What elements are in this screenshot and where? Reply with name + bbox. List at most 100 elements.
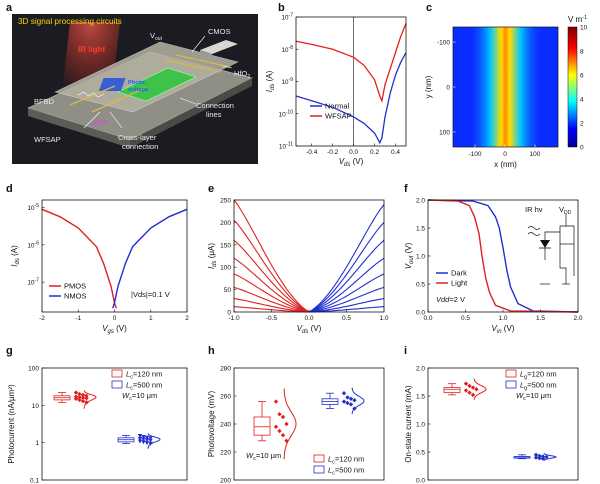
y-tick-label: 0.5 (416, 282, 425, 289)
pmos-curve-0 (233, 199, 310, 313)
pmos-curve-4 (233, 273, 310, 313)
data-point (540, 456, 546, 461)
data-point (470, 385, 476, 390)
y-tick-label: 10-5 (27, 203, 39, 212)
colorbar-tick-label: 4 (580, 97, 584, 104)
x-tick-label: 0.4 (391, 149, 400, 156)
data-point (144, 441, 150, 446)
cmos-label: CMOS (208, 27, 231, 36)
x-tick-label: 1 (149, 315, 153, 322)
y-tick-label: 220 (220, 450, 231, 457)
panel-label-g: g (6, 345, 13, 357)
y-tick-label: -100 (437, 40, 450, 47)
y-axis-label: Photocurrent (nA/μm²) (7, 384, 16, 464)
y-axis-label: On-state current (mA) (404, 385, 413, 463)
series-line-nmos (112, 208, 188, 309)
x-tick-label: -0.4 (306, 149, 318, 156)
pmos-curve-3 (233, 257, 310, 313)
data-point (467, 383, 472, 389)
series-line-pmos (41, 208, 117, 309)
inverter-circuit-inset: IR hν VDD (525, 205, 575, 285)
panel-e: e -1.0 -0.5 0.0 0.5 1.0 0 50 100 150 200 250 Vds (V)… (207, 183, 389, 335)
x-tick-label: 100 (530, 151, 541, 158)
panel-label-h: h (208, 345, 215, 357)
y-tick-label: 200 (220, 220, 231, 227)
cmos-block-top (200, 40, 238, 54)
data-point (84, 396, 89, 401)
y-axis-label: Vout (V) (404, 242, 415, 269)
data-point (77, 395, 82, 400)
x-tick-label: -1.0 (228, 315, 240, 322)
data-point (467, 390, 472, 395)
panel-f: f 0.0 0.5 1.0 1.5 2.0 0.0 0.5 1.0 1.5 2.0 Vin (V) Vo… (404, 183, 583, 335)
hfo2-label: HfO2 (234, 69, 250, 80)
data-point (73, 396, 79, 401)
panel-d: d -2 -1 0 1 2 10-7 10-6 10-5 Vgs (V) Ids (A) PMOSNM… (6, 183, 189, 335)
nmos-curve-6 (308, 298, 385, 313)
cross-layer-label: Cross-layer connection (118, 133, 158, 151)
data-point (284, 438, 289, 443)
data-point (352, 398, 357, 403)
panel-a: a 3D signal processing circuits IR light… (6, 2, 258, 164)
annotation-vds: |Vds|=0.1 V (131, 290, 170, 299)
y-axis-label: Photovoltage (mV) (207, 391, 216, 458)
x-tick-label: 2.0 (573, 315, 582, 322)
x-axis-label: x (nm) (494, 160, 517, 169)
y-tick-label: 0.5 (416, 450, 425, 457)
data-point (273, 399, 279, 404)
green-chip-block (117, 67, 197, 102)
panel-h: h 200 220 240 260 280 Photovoltage (mV) Lc=120 … (207, 345, 385, 484)
y-axis-label: Ids (μA) (207, 243, 218, 269)
ir-light-label: IR light (78, 45, 105, 54)
data-point (474, 387, 479, 392)
x-tick-label: 0.2 (370, 149, 379, 156)
inset-wire (527, 226, 541, 230)
nmos-curve-5 (308, 286, 385, 313)
series-line-dark (427, 199, 579, 313)
inset-wire (544, 231, 560, 240)
box-0 (253, 416, 271, 436)
y-tick-label: 1.5 (416, 226, 425, 233)
y-tick-label: 250 (220, 198, 231, 205)
panel-label-i: i (404, 345, 407, 357)
x-tick-label: 2 (185, 315, 189, 322)
x-axis-label: Vds (V) (339, 157, 364, 168)
x-tick-label: -0.5 (266, 315, 278, 322)
illustration-title: 3D signal processing circuits (18, 17, 122, 26)
legend-label: Lc=500 nm (126, 381, 162, 392)
data-point (80, 395, 86, 400)
data-point (533, 452, 539, 457)
nmos-curve-1 (308, 222, 385, 313)
x-tick-label: 0.0 (304, 315, 313, 322)
nmos-curve-4 (308, 273, 385, 313)
panel-label-b: b (278, 2, 285, 14)
x-tick-label: 1.0 (498, 315, 507, 322)
data-point (144, 438, 150, 443)
panel-label-c: c (426, 2, 432, 14)
x-tick-label: 0.5 (461, 315, 470, 322)
y-tick-label: 100 (439, 130, 450, 137)
y-tick-label: 10-9 (281, 77, 293, 86)
y-tick-label: 1.0 (416, 422, 425, 429)
colorbar-tick-label: 10 (580, 25, 588, 32)
chip-platform-side (28, 108, 130, 148)
data-point (141, 435, 146, 440)
x-axis-label: Vds (V) (297, 324, 322, 335)
connection-line-3 (164, 59, 221, 73)
panel-label-e: e (208, 183, 214, 195)
y-tick-label: 0.1 (30, 478, 39, 484)
y-tick-label: 10-11 (279, 142, 293, 151)
data-point (77, 397, 82, 403)
y-axis-label: Ids (A) (10, 245, 21, 267)
inset-wire (565, 214, 575, 276)
heatmap-hotspot (497, 27, 513, 147)
cross-layer-callout (109, 111, 123, 129)
colorbar-tick-label: 2 (580, 121, 584, 128)
y-tick-label: 10-7 (27, 278, 39, 287)
y-tick-label: 10-6 (27, 240, 39, 249)
x-tick-label: -0.2 (327, 149, 339, 156)
density-curve-0 (283, 388, 297, 460)
legend-label: Lg=500 nm (520, 381, 557, 392)
data-point (345, 400, 350, 406)
